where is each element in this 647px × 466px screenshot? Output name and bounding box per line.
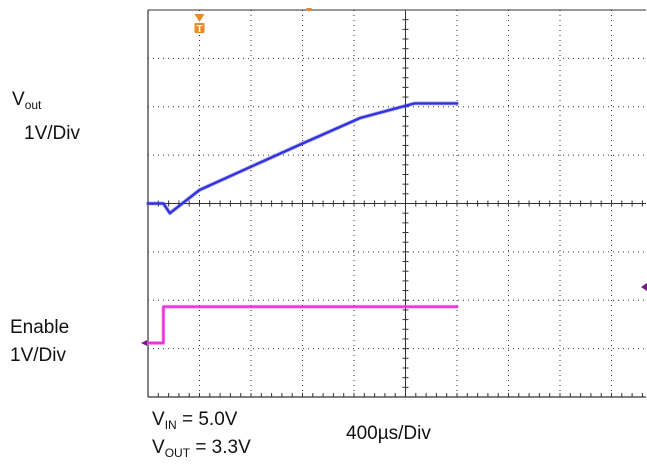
timebase-label: 400µs/Div	[346, 424, 431, 443]
scope-traces	[146, 101, 459, 345]
vout-condition: VOUT = 3.3V	[152, 438, 251, 459]
scope-markers: T	[141, 8, 647, 346]
vin-symbol: V	[152, 409, 165, 430]
trigger-position-icon	[194, 14, 205, 22]
enable-scale-label: 1V/Div	[10, 345, 66, 366]
trace-vout	[146, 101, 459, 216]
enable-channel-label: Enable	[10, 317, 70, 338]
vin-subscript: IN	[164, 418, 177, 432]
trace-enable	[146, 304, 459, 345]
scope-graticule	[147, 9, 646, 398]
timebase-unit: s/Div	[388, 423, 431, 444]
vout-scale-label: 1V/Div	[24, 123, 80, 144]
vout-subscript: out	[24, 98, 42, 112]
trigger-box-icon	[194, 23, 205, 33]
trigger-level-marker-icon	[641, 283, 647, 291]
vin-condition: VIN = 5.0V	[152, 410, 237, 431]
vout-symbol: V	[12, 89, 25, 110]
timebase-mu: µ	[377, 423, 389, 444]
vout-cond-symbol: V	[152, 437, 165, 458]
vout-cond-subscript: OUT	[164, 446, 191, 460]
vin-value: = 5.0V	[181, 409, 238, 430]
trace-enable	[146, 305, 459, 345]
vout-cond-value: = 3.3V	[195, 437, 251, 458]
trace-vout	[146, 102, 459, 215]
timebase-value: 400	[346, 423, 378, 444]
trigger-letter: T	[196, 24, 202, 35]
vout-channel-label: Vout	[12, 90, 41, 111]
enable-ground-marker-icon	[141, 340, 147, 346]
top-marker-icon	[306, 8, 312, 12]
